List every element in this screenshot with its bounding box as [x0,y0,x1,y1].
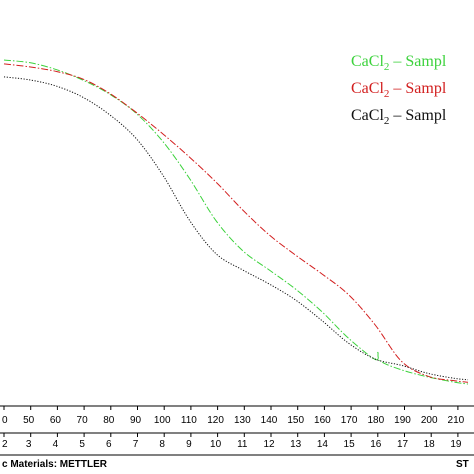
minute-tick-label: 16 [370,439,382,450]
minute-tick-label: 8 [159,439,165,450]
footer-right-label: ST [456,459,469,470]
x-tick-label: 50 [23,415,35,426]
curves-group [3,59,469,385]
footer-left-label: c Materials: METTLER [2,459,108,470]
x-tick-label: 170 [341,415,358,426]
minute-tick-label: 4 [53,439,59,450]
minute-tick-label: 5 [79,439,85,450]
minute-tick-label: 7 [133,439,139,450]
x-tick-label: 190 [394,415,411,426]
series-line-1 [3,59,469,385]
x-tick-label: 180 [367,415,384,426]
legend: CaCl2 – Sampl CaCl2 – Sampl CaCl2 – Sampl [351,53,447,127]
minute-tick-label: 11 [237,439,248,450]
minute-tick-label: 18 [424,439,436,450]
x-tick-label: 70 [77,415,89,426]
x-tick-label: 210 [448,415,465,426]
x-tick-label: 110 [181,415,197,426]
minute-tick-label: 19 [450,439,462,450]
x-tick-group: 0 50 60 70 80 90 100 110 120 130 140 150 160 170 180 19… [2,406,465,426]
x-tick-label: 130 [234,415,251,426]
x-tick-label: 140 [261,415,278,426]
x-tick-label: 150 [287,415,304,426]
x-tick-label: 160 [314,415,331,426]
legend-entry-2: CaCl2 – Sampl [351,80,447,100]
x-tick-label: 120 [207,415,224,426]
minute-tick-label: 17 [397,439,409,450]
legend-entry-3: CaCl2 – Sampl [351,107,447,127]
minute-tick-label: 9 [186,439,192,450]
minute-tick-label: 13 [290,439,302,450]
x-tick-label: 80 [103,415,115,426]
minute-tick-group: 2 3 4 5 6 7 8 9 10 11 12 13 14 15 16 17 18 19 [2,433,462,450]
x-tick-label: 60 [50,415,62,426]
minute-tick-label: 10 [210,439,222,450]
minute-tick-label: 3 [26,439,32,450]
x-tick-label: 200 [421,415,438,426]
legend-entry-1: CaCl2 – Sampl [351,53,447,73]
minute-tick-label: 6 [106,439,112,450]
x-tick-label: 90 [130,415,142,426]
minute-tick-label: 15 [344,439,356,450]
minute-tick-label: 2 [2,439,8,450]
series-line-2 [3,63,469,383]
minute-tick-label: 12 [263,439,275,450]
x-tick-label: 100 [154,415,171,426]
minute-tick-label: 14 [317,439,329,450]
x-tick-label: 0 [2,415,8,426]
